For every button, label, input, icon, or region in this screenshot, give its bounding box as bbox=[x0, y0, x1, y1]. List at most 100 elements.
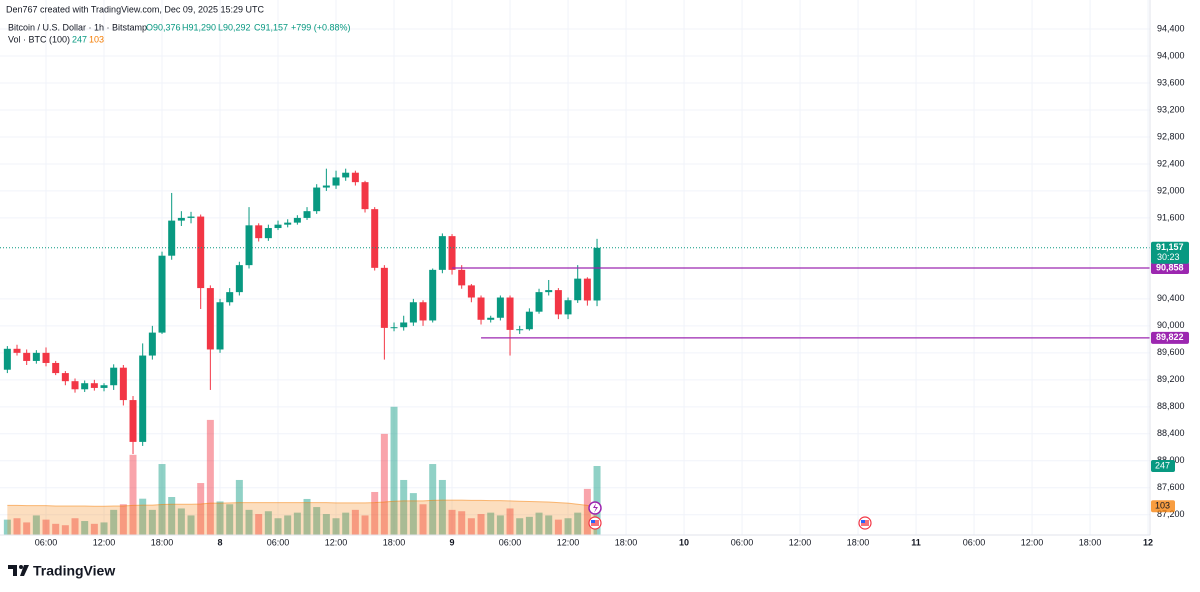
volume-bar bbox=[187, 515, 195, 535]
x-tick-label: 10 bbox=[679, 537, 689, 547]
candle-body bbox=[313, 187, 321, 212]
volume-bar bbox=[535, 512, 543, 535]
volume-bar bbox=[409, 493, 417, 535]
x-tick-label: 06:00 bbox=[963, 537, 986, 547]
candle-body bbox=[458, 269, 466, 286]
y-tick-label: 93,600 bbox=[1157, 77, 1185, 87]
candle-body bbox=[342, 172, 350, 178]
candle-body bbox=[264, 228, 272, 239]
candle-body bbox=[245, 225, 253, 266]
candle-body bbox=[322, 185, 330, 188]
candle-body bbox=[293, 217, 301, 223]
volume-bar bbox=[438, 479, 446, 535]
volume-bar bbox=[448, 509, 456, 535]
price-tag bbox=[1151, 261, 1189, 274]
volume-bar bbox=[119, 504, 127, 535]
candle-body bbox=[332, 177, 340, 186]
price-tag-label: 89,822 bbox=[1156, 332, 1184, 342]
x-tick-label: 9 bbox=[450, 537, 455, 547]
volume-bar bbox=[525, 516, 533, 535]
volume-bar bbox=[177, 508, 185, 535]
volume-bar bbox=[593, 465, 601, 535]
candle-body bbox=[32, 352, 40, 361]
candle-body bbox=[177, 217, 185, 221]
volume-bar bbox=[313, 507, 321, 535]
volume-bar bbox=[564, 518, 572, 535]
last-price-label: 91,157 bbox=[1156, 242, 1184, 252]
candle-body bbox=[226, 292, 234, 303]
candle-body bbox=[61, 373, 69, 382]
volume-bar bbox=[52, 523, 60, 535]
x-tick-label: 12:00 bbox=[557, 537, 580, 547]
volume-bar bbox=[351, 509, 359, 535]
y-tick-label: 91,600 bbox=[1157, 212, 1185, 222]
x-tick-label: 12:00 bbox=[93, 537, 116, 547]
volume-bar bbox=[496, 515, 504, 535]
legend-open: O90,376 bbox=[146, 22, 181, 32]
candle-body bbox=[255, 225, 263, 239]
volume-bar bbox=[264, 511, 272, 535]
candle-body bbox=[390, 327, 398, 329]
y-tick-label: 87,200 bbox=[1157, 509, 1185, 519]
candle-body bbox=[110, 367, 118, 386]
volume-bar bbox=[81, 521, 89, 535]
volume-bar bbox=[110, 509, 118, 535]
volume-bar bbox=[139, 498, 147, 535]
volume-bar bbox=[429, 464, 437, 535]
volume-bar bbox=[506, 508, 514, 535]
candle-body bbox=[168, 220, 176, 256]
candle-body bbox=[467, 285, 475, 298]
volume-tag-label: 247 bbox=[1155, 460, 1170, 470]
volume-bar bbox=[303, 498, 311, 535]
candle-body bbox=[496, 297, 504, 318]
overlay bbox=[0, 247, 1150, 339]
volume-bar bbox=[458, 511, 466, 535]
volume-bar bbox=[32, 515, 40, 535]
y-tick-label: 88,800 bbox=[1157, 401, 1185, 411]
volume-bar bbox=[574, 512, 582, 535]
candle-body bbox=[409, 302, 417, 323]
y-tick-label: 92,400 bbox=[1157, 158, 1185, 168]
ohlc-legend: O90,376 H91,290 L90,292 C91,157 +799 (+0… bbox=[146, 22, 351, 32]
candle-body bbox=[3, 348, 11, 370]
volume-bar bbox=[61, 525, 69, 535]
candle-body bbox=[90, 383, 98, 388]
grid bbox=[0, 0, 1150, 535]
volume-bar bbox=[419, 504, 427, 535]
x-tick-label: 12:00 bbox=[1021, 537, 1044, 547]
candle-body bbox=[284, 222, 292, 225]
y-tick-label: 92,800 bbox=[1157, 131, 1185, 141]
volume-bar bbox=[322, 514, 330, 535]
volume-bar bbox=[361, 515, 369, 535]
candle-body bbox=[119, 367, 127, 401]
candle-body bbox=[583, 278, 591, 301]
event-glyph bbox=[861, 520, 865, 523]
volume-bar bbox=[90, 523, 98, 535]
candle-body bbox=[400, 322, 408, 328]
watermark: Den767 created with TradingView.com, Dec… bbox=[6, 4, 264, 14]
candle-body bbox=[429, 269, 437, 321]
event-glyph bbox=[593, 503, 598, 513]
candle-body bbox=[13, 348, 21, 353]
volume-bar bbox=[487, 512, 495, 535]
volume-bar bbox=[13, 518, 21, 535]
last-price-tag bbox=[1151, 241, 1189, 264]
volume-bar bbox=[42, 519, 50, 535]
x-tick-label: 12:00 bbox=[325, 537, 348, 547]
candle-body bbox=[303, 211, 311, 218]
volume-bar bbox=[400, 479, 408, 535]
candle-body bbox=[187, 216, 195, 218]
volume-bar bbox=[148, 509, 156, 535]
legend-low: L90,292 bbox=[218, 22, 251, 32]
volume-legend-value: 247 bbox=[72, 34, 87, 44]
x-tick-label: 18:00 bbox=[383, 537, 406, 547]
volume-bar bbox=[390, 406, 398, 535]
volume-ma-tag bbox=[1151, 500, 1175, 513]
volume-tag bbox=[1151, 459, 1175, 472]
candle-body bbox=[148, 332, 156, 356]
candle-body bbox=[438, 236, 446, 270]
logo-shape bbox=[19, 565, 23, 569]
y-tick-label: 90,400 bbox=[1157, 293, 1185, 303]
x-tick-label: 06:00 bbox=[35, 537, 58, 547]
